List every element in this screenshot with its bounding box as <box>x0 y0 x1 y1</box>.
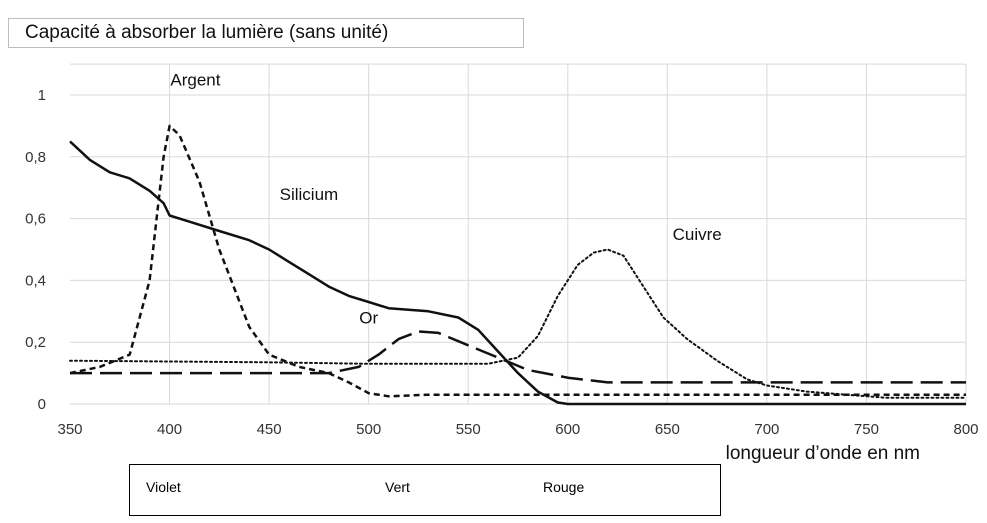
color-band-box: Violet Vert Rouge <box>129 464 721 516</box>
x-tick-label: 650 <box>655 421 680 438</box>
y-tick-label: 0,2 <box>25 334 46 351</box>
y-tick-label: 1 <box>38 87 46 104</box>
chart-ticks: 350 400 450 500 550 600 650 700 750 800 0 0,2 0,4 0,6… <box>25 87 978 438</box>
x-tick-label: 750 <box>854 421 879 438</box>
x-tick-label: 600 <box>555 421 580 438</box>
color-label-violet: Violet <box>146 479 181 495</box>
series-line-cuivre <box>69 248 967 399</box>
color-label-vert: Vert <box>385 479 410 495</box>
x-tick-label: 800 <box>953 421 978 438</box>
y-tick-label: 0,8 <box>25 149 46 166</box>
series-label-or: Or <box>359 309 378 328</box>
series-label-silicium: Silicium <box>280 185 339 204</box>
y-tick-label: 0,4 <box>25 272 46 289</box>
x-tick-label: 400 <box>157 421 182 438</box>
x-axis-label: longueur d’onde en nm <box>726 443 920 464</box>
y-tick-label: 0 <box>38 396 46 413</box>
chart-title-box: Capacité à absorber la lumière (sans uni… <box>8 18 524 48</box>
series-label-argent: Argent <box>170 71 220 90</box>
series-label-cuivre: Cuivre <box>673 225 722 244</box>
x-tick-label: 350 <box>57 421 82 438</box>
x-tick-label: 700 <box>754 421 779 438</box>
series-line-argent <box>69 124 966 398</box>
x-tick-label: 550 <box>456 421 481 438</box>
series-line-silicium <box>69 140 966 406</box>
x-tick-label: 450 <box>257 421 282 438</box>
color-label-rouge: Rouge <box>543 479 585 495</box>
x-tick-label: 500 <box>356 421 381 438</box>
chart-grid <box>70 63 967 405</box>
y-tick-label: 0,6 <box>25 211 46 228</box>
chart-curves <box>69 124 967 406</box>
series-line-or <box>70 330 966 384</box>
chart-title: Capacité à absorber la lumière (sans uni… <box>25 22 389 43</box>
chart-annotations: Argent Silicium Cuivre Or <box>170 71 721 328</box>
